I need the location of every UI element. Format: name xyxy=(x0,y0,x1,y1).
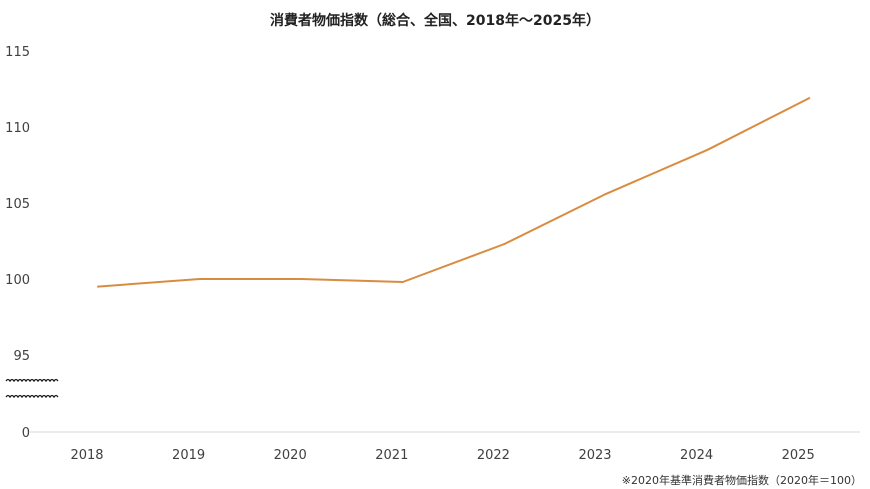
x-tick-label: 2021 xyxy=(375,448,408,463)
data-point-2023 xyxy=(605,192,607,195)
data-point-2020 xyxy=(300,278,303,280)
footnote: ※2020年基準消費者物価指数（2020年＝100） xyxy=(622,473,862,487)
data-point-2025 xyxy=(808,97,811,100)
data-point-2022 xyxy=(503,243,506,246)
x-tick-label: 2019 xyxy=(172,448,205,463)
x-tick-label: 2020 xyxy=(274,448,307,463)
x-tick-label: 2018 xyxy=(70,448,103,463)
y-tick-label: 115 xyxy=(5,45,30,60)
axis-break xyxy=(5,378,59,399)
chart-title: 消費者物価指数（総合、全国、2018年～2025年） xyxy=(270,12,600,29)
x-tick-label: 2024 xyxy=(680,448,713,463)
axis-break-wave-bottom xyxy=(5,394,59,399)
y-tick-label: 95 xyxy=(13,349,30,364)
y-tick-label: 100 xyxy=(5,273,30,288)
x-tick-label: 2023 xyxy=(578,448,611,463)
data-point-2018 xyxy=(97,285,99,288)
y-tick-label: 105 xyxy=(5,197,30,212)
y-tick-label: 110 xyxy=(5,121,30,136)
y-tick-label: 0 xyxy=(22,426,30,441)
axis-break-wave-top xyxy=(5,378,59,383)
data-point-2021 xyxy=(401,281,404,284)
x-tick-label: 2022 xyxy=(477,448,510,463)
data-point-2024 xyxy=(706,148,709,151)
data-point-2019 xyxy=(198,278,201,280)
series-line xyxy=(97,97,810,288)
x-tick-label: 2025 xyxy=(782,448,815,463)
